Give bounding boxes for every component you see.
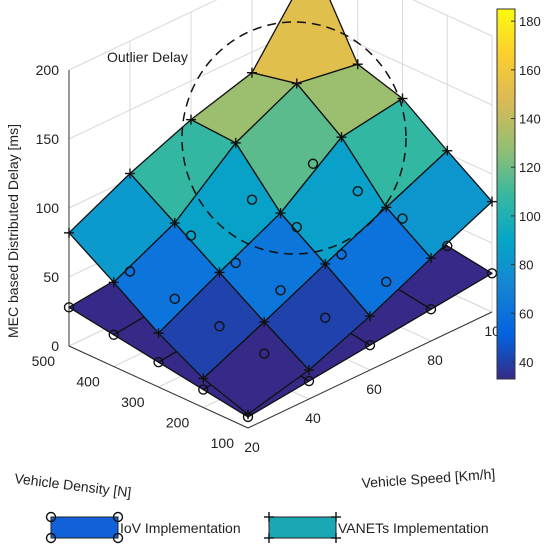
vanets-point bbox=[214, 267, 225, 278]
colorbar-tick-label: 60 bbox=[519, 306, 533, 321]
legend-label-vanets: VANETs Implementation bbox=[338, 520, 489, 536]
legend-box-vanets bbox=[268, 516, 337, 539]
legend: IoV Implementation VANETs Implementation bbox=[45, 511, 489, 544]
vanets-point bbox=[352, 59, 363, 70]
colorbar-tick-label: 160 bbox=[519, 63, 541, 78]
z-tick-label: 50 bbox=[43, 269, 59, 285]
vanets-point bbox=[304, 365, 314, 376]
iov-point bbox=[185, 230, 197, 241]
colorbar-tick-label: 40 bbox=[519, 355, 533, 370]
vanets-point bbox=[381, 202, 392, 213]
y-tick-label: 500 bbox=[32, 353, 56, 369]
outlier-circle bbox=[181, 21, 407, 255]
vanets-point bbox=[259, 316, 270, 327]
iov-point bbox=[246, 194, 258, 205]
y-axis-line bbox=[68, 345, 249, 429]
vanets-point bbox=[108, 277, 119, 288]
z-tick-label: 0 bbox=[51, 338, 59, 354]
iov-point bbox=[320, 312, 331, 323]
iov-point bbox=[291, 221, 302, 233]
y-axis-label: Vehicle Density [N] bbox=[14, 470, 133, 500]
iov-point bbox=[307, 158, 319, 169]
annotation-text: Outlier Delay bbox=[107, 49, 188, 65]
colorbar-tick-label: 100 bbox=[519, 209, 541, 224]
colorbar-tick-label: 80 bbox=[519, 258, 533, 273]
vanets-point bbox=[442, 145, 453, 156]
surface-markers bbox=[63, 59, 498, 423]
colorbar-ticks: 40 60 80 100 120 140 160 180 bbox=[511, 14, 541, 370]
y-tick-label: 300 bbox=[121, 394, 145, 410]
iov-point bbox=[425, 304, 437, 315]
iov-point bbox=[63, 302, 75, 313]
vanets-point bbox=[153, 328, 164, 339]
z-axis-label: MEC based Distributed Delay [ms] bbox=[5, 124, 21, 338]
legend-label-iov: IoV Implementation bbox=[120, 520, 241, 536]
colorbar bbox=[496, 8, 516, 380]
y-tick-label: 200 bbox=[166, 415, 190, 431]
z-tick-label: 200 bbox=[36, 62, 60, 78]
z-tick-label: 100 bbox=[36, 200, 60, 216]
iov-point bbox=[303, 375, 315, 387]
iov-point bbox=[230, 257, 241, 269]
vanets-point bbox=[365, 311, 375, 322]
vanets-point bbox=[487, 196, 497, 207]
x-axis-label: Vehicle Speed [Km/h] bbox=[361, 466, 496, 491]
z-tick-label: 150 bbox=[36, 131, 60, 147]
iov-point bbox=[214, 321, 225, 332]
legend-box-iov bbox=[50, 516, 119, 539]
vanets-point bbox=[247, 67, 257, 78]
x-tick-label: 60 bbox=[366, 381, 382, 397]
vanets-point bbox=[125, 168, 135, 179]
y-tick-label: 100 bbox=[211, 435, 235, 451]
grid-line bbox=[68, 0, 493, 71]
y-tick-label: 400 bbox=[76, 374, 100, 390]
x-tick-label: 20 bbox=[244, 439, 260, 455]
colorbar-tick-label: 140 bbox=[519, 112, 541, 127]
iov-point bbox=[352, 185, 363, 197]
vanets-point bbox=[275, 208, 286, 219]
iov-point bbox=[108, 329, 119, 340]
x-axis-line bbox=[247, 311, 493, 429]
iov-point bbox=[397, 213, 408, 224]
vanets-point bbox=[291, 78, 302, 89]
x-tick-label: 40 bbox=[305, 410, 321, 426]
iov-point bbox=[169, 293, 180, 305]
vanets-point bbox=[320, 258, 331, 269]
iov-point bbox=[124, 266, 136, 277]
legend-marker-vanets bbox=[264, 512, 341, 543]
iov-point bbox=[364, 339, 376, 351]
legend-marker-iov bbox=[45, 511, 124, 544]
iov-point bbox=[153, 356, 164, 368]
vanets-point bbox=[426, 253, 436, 264]
vanets-point bbox=[64, 227, 74, 238]
colorbar-tick-label: 180 bbox=[519, 14, 541, 29]
iov-point bbox=[381, 276, 392, 288]
iov-point bbox=[259, 348, 270, 359]
vanets-point bbox=[243, 409, 253, 420]
vanets-point bbox=[336, 132, 347, 143]
vanets-point bbox=[230, 137, 241, 148]
vanets-point bbox=[169, 217, 180, 228]
iov-point bbox=[198, 384, 209, 395]
iov-point bbox=[275, 285, 286, 296]
vanets-point bbox=[198, 373, 209, 384]
iov-point bbox=[442, 240, 453, 252]
vanets-point bbox=[186, 114, 196, 125]
iov-point bbox=[336, 249, 347, 260]
colorbar-tick-label: 120 bbox=[519, 160, 541, 175]
x-tick-label: 80 bbox=[427, 352, 443, 368]
